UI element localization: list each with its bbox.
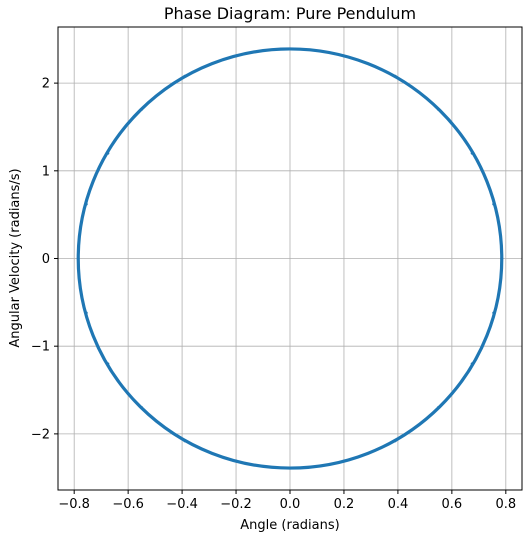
phase-orbit-point	[470, 362, 474, 366]
axis-ticks: −0.8 −0.6 −0.4 −0.2 0.0 0.2 0.4 0.6 0.8 −2 −1 0 1 2	[31, 77, 516, 512]
y-tick-label: −1	[31, 340, 50, 355]
phase-orbit-point	[140, 108, 144, 111]
phase-orbit-point	[84, 311, 88, 315]
y-axis-label: Angular Velocity (radians/s)	[8, 168, 23, 347]
series-layer	[76, 47, 504, 470]
x-tick-label: −0.2	[220, 497, 252, 512]
phase-orbit-point	[470, 151, 474, 155]
x-tick-label: 0.2	[334, 497, 355, 512]
phase-orbit-point	[436, 108, 440, 111]
phase-orbit-point	[183, 439, 187, 443]
phase-orbit-point	[76, 257, 80, 260]
x-tick-label: 0.4	[388, 497, 409, 512]
phase-orbit-point	[492, 202, 496, 206]
x-tick-label: 0.8	[495, 497, 516, 512]
phase-orbit-point	[183, 74, 187, 78]
y-tick-label: 1	[42, 164, 50, 179]
phase-orbit-point	[342, 54, 346, 58]
chart-title: Phase Diagram: Pure Pendulum	[164, 4, 416, 23]
x-tick-label: 0.0	[280, 497, 301, 512]
phase-orbit-point	[288, 47, 292, 51]
y-tick-label: −2	[31, 427, 50, 442]
x-tick-label: −0.4	[166, 497, 198, 512]
x-tick-label: 0.6	[442, 497, 463, 512]
phase-orbit-point	[234, 459, 238, 463]
phase-orbit-point	[234, 54, 238, 58]
phase-orbit-point	[288, 466, 292, 470]
phase-orbit-point	[106, 362, 110, 366]
grid-lines	[58, 27, 522, 490]
phase-orbit-point	[106, 151, 110, 155]
phase-orbit-point	[436, 406, 440, 409]
x-tick-label: −0.6	[112, 497, 144, 512]
x-tick-label: −0.8	[58, 497, 90, 512]
phase-orbit-point	[492, 311, 496, 315]
y-tick-label: 0	[42, 252, 50, 267]
phase-orbit-point	[140, 406, 144, 409]
y-tick-label: 2	[42, 77, 50, 92]
phase-orbit-point	[342, 459, 346, 463]
phase-orbit-point	[84, 202, 88, 206]
phase-orbit-point	[393, 439, 397, 443]
phase-orbit-point	[393, 74, 397, 78]
phase-orbit-point	[500, 257, 504, 260]
x-axis-label: Angle (radians)	[240, 518, 339, 533]
